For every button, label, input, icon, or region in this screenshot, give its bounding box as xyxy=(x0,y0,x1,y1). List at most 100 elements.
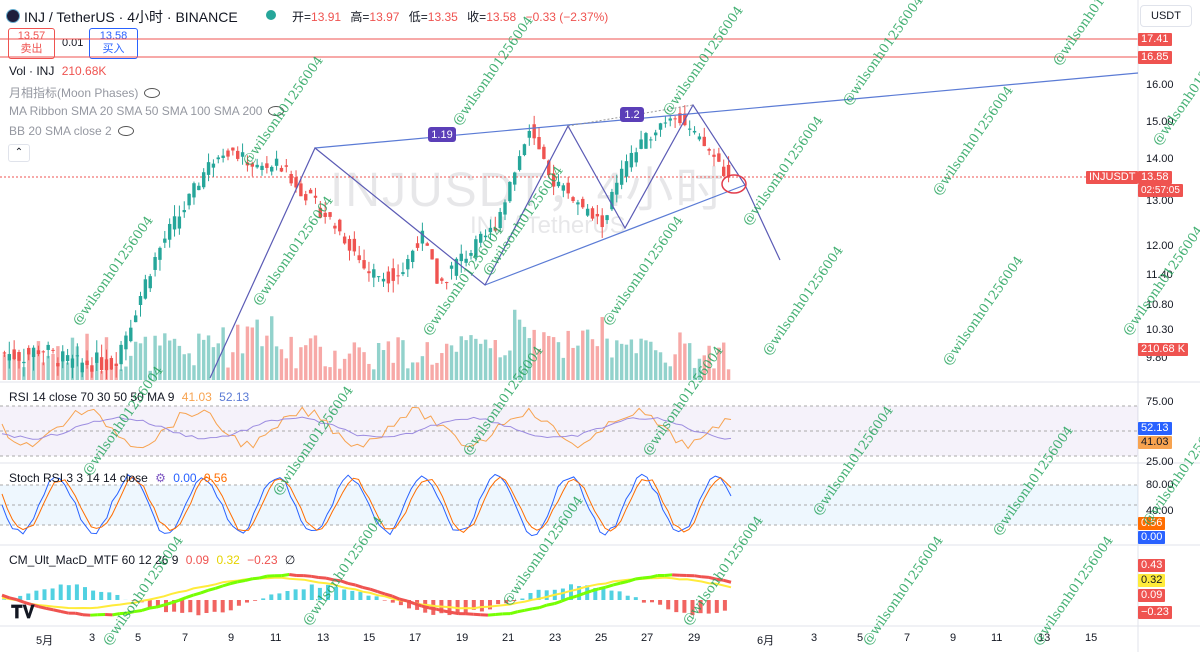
candle-body xyxy=(522,144,527,156)
settings-gear-icon[interactable]: ⚙ xyxy=(155,471,166,485)
wave-pattern[interactable] xyxy=(209,103,781,379)
volume-bar xyxy=(279,349,284,380)
macd-value-4: ∅ xyxy=(284,553,296,567)
macd-bar xyxy=(50,588,55,600)
currency-button[interactable]: USDT xyxy=(1140,5,1192,27)
time-axis-label: 13 xyxy=(1038,632,1051,644)
moon-phases-legend[interactable]: 月相指标(Moon Phases) xyxy=(9,84,161,101)
candle-body xyxy=(459,253,463,262)
macd-segment xyxy=(325,576,334,582)
stoch-legend[interactable]: Stoch RSI 3 3 14 14 close ⚙ 0.00 0.56 xyxy=(9,471,227,485)
macd-segment xyxy=(450,610,459,616)
candle-body xyxy=(31,347,36,358)
macd-segment xyxy=(333,578,341,583)
macd-tag-1: 0.43 xyxy=(1138,559,1166,572)
macd-value-2: 0.32 xyxy=(216,553,240,567)
hidden-eye-icon[interactable] xyxy=(268,106,285,116)
time-axis-label: 25 xyxy=(595,632,608,644)
candle-body xyxy=(270,166,274,172)
bb-legend[interactable]: BB 20 SMA close 2 xyxy=(9,124,134,138)
macd-bar xyxy=(212,600,217,612)
candle-body xyxy=(440,278,444,281)
candle-body xyxy=(177,216,182,229)
macd-segment xyxy=(185,593,194,600)
volume-bar xyxy=(634,353,638,380)
macd-legend[interactable]: CM_Ult_MacD_MTF 60 12 26 9 0.09 0.32 −0.… xyxy=(9,553,295,567)
ma-ribbon-legend[interactable]: MA Ribbon SMA 20 SMA 50 SMA 100 SMA 200 xyxy=(9,104,285,118)
candle-body xyxy=(143,279,148,299)
macd-bar xyxy=(261,598,266,600)
volume-bar xyxy=(692,367,697,380)
candle-body xyxy=(304,194,308,201)
candle-body xyxy=(187,193,191,206)
volume-bar xyxy=(221,327,225,380)
volume-bar xyxy=(192,365,196,380)
volume-bar xyxy=(299,347,303,380)
candle-body xyxy=(474,239,478,258)
candle-body xyxy=(678,113,682,124)
volume-bar xyxy=(658,352,663,380)
macd-segment xyxy=(281,573,290,578)
macd-segment xyxy=(149,605,157,610)
macd-bar xyxy=(91,590,96,600)
volume-bar xyxy=(313,335,318,380)
candle-body xyxy=(129,327,133,342)
stoch-tag-k: 0.00 xyxy=(1138,531,1166,544)
macd-segment xyxy=(244,577,253,583)
macd-bar xyxy=(74,584,79,600)
volume-bar xyxy=(547,335,551,380)
close-key: 收= xyxy=(467,10,487,24)
volume-bar xyxy=(109,368,114,380)
candle-body xyxy=(610,191,614,210)
macd-segment xyxy=(311,574,319,579)
macd-bar xyxy=(633,597,638,600)
volume-bar xyxy=(250,327,254,380)
close-value: 13.58 xyxy=(486,10,517,24)
candle-body xyxy=(201,172,206,188)
candle-body xyxy=(576,202,580,205)
candle-body xyxy=(197,185,201,191)
macd-segment xyxy=(406,599,415,605)
candle-body xyxy=(158,247,162,260)
candle-body xyxy=(717,153,721,162)
rsi-legend[interactable]: RSI 14 close 70 30 50 50 MA 9 41.03 52.1… xyxy=(9,390,249,404)
volume-bar xyxy=(683,343,687,380)
volume-bar xyxy=(513,309,517,380)
macd-bar xyxy=(698,600,703,614)
macd-bar xyxy=(706,600,711,614)
macd-bar xyxy=(228,600,233,611)
time-axis-label: 5 xyxy=(857,632,864,644)
volume-bar xyxy=(629,339,634,380)
bar-countdown-tag: 02:57:05 xyxy=(1138,184,1183,197)
candle-body xyxy=(517,156,522,170)
macd-segment xyxy=(318,575,327,580)
volume-bar xyxy=(483,339,488,380)
candle-body xyxy=(12,349,16,360)
hidden-eye-icon[interactable] xyxy=(117,126,134,136)
chart-title[interactable]: INJ / TetherUS · 4小时 · BINANCE xyxy=(24,9,238,25)
candle-body xyxy=(95,352,99,363)
macd-bar xyxy=(609,590,614,600)
candle-body xyxy=(163,238,167,243)
rsi-axis-25: 25.00 xyxy=(1146,456,1174,468)
candle-body xyxy=(508,181,512,202)
candle-body xyxy=(381,278,386,282)
macd-segment xyxy=(303,574,312,578)
candle-body xyxy=(615,182,619,195)
macd-bar xyxy=(115,594,120,600)
macd-bar xyxy=(301,589,306,600)
hidden-eye-icon[interactable] xyxy=(144,88,161,98)
volume-bar xyxy=(294,368,298,380)
volume-bar xyxy=(362,352,366,380)
macd-segment xyxy=(259,574,268,580)
lower-trendline[interactable] xyxy=(484,184,746,286)
collapse-legend-button[interactable]: ⌃ xyxy=(8,144,30,162)
sell-button[interactable]: 13.57 卖出 xyxy=(8,28,55,59)
volume-bar xyxy=(517,319,522,380)
volume-bar xyxy=(240,353,245,380)
macd-segment xyxy=(16,598,25,604)
breakout-circle[interactable] xyxy=(721,174,747,194)
volume-legend[interactable]: Vol · INJ 210.68K xyxy=(9,64,106,78)
macd-segment xyxy=(421,604,430,610)
